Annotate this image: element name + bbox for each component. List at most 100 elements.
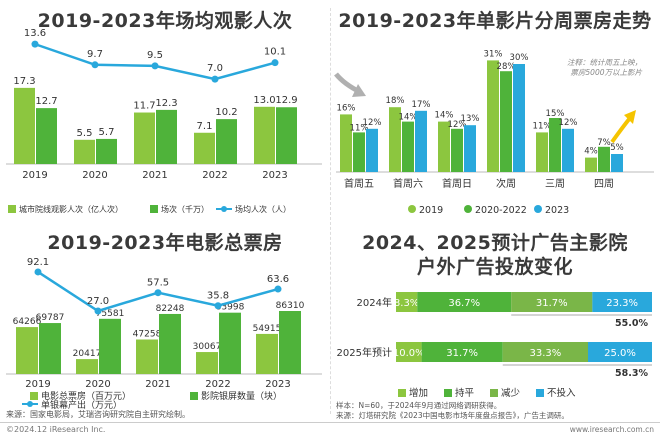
sample-note: 样本：N=60，于2024年9月通过网络调研获得。	[336, 401, 502, 410]
legend-label-3: 减少	[501, 387, 521, 399]
bar-label: 47258	[133, 330, 162, 340]
legend-swatch-2	[190, 392, 198, 400]
bar-电影总票-2021	[136, 339, 158, 374]
x-tick-label: 首周五	[344, 177, 374, 190]
bar-场次（千-2020	[96, 138, 117, 164]
bar-2020-2022-次周	[500, 71, 512, 172]
x-tick-label: 次周	[496, 177, 516, 190]
bar-不投入-1	[588, 342, 652, 362]
bar-label: 14%	[435, 111, 454, 121]
total-label: 55.0%	[615, 318, 648, 329]
panel-divider	[330, 8, 331, 414]
x-tick-label: 四周	[594, 178, 614, 190]
bar-label: 7%	[597, 138, 611, 148]
bar-label: 75581	[96, 309, 125, 319]
bar-持平-1	[421, 342, 503, 362]
adv-panel: 2024、2025预计广告主影院 户外广告投放变化 2024年 8.3% 36.7%…	[330, 222, 660, 408]
bar-2019-首周六	[389, 107, 401, 172]
bar-影院银屏-2023	[279, 310, 301, 374]
weekly-title: 2019-2023年单影片分周票房走势	[338, 10, 652, 32]
line-point	[34, 268, 42, 276]
bar-label: 12.7	[35, 96, 57, 107]
bar-label: 15%	[546, 109, 565, 119]
bar-减少-0	[511, 292, 593, 312]
bar-增加-0	[396, 292, 418, 312]
bar-label: 11.7	[133, 101, 155, 112]
bar-label: 31.7%	[536, 298, 568, 309]
bar-label: 54915	[253, 324, 282, 334]
line-label: 9.7	[87, 49, 103, 60]
bar-2019-首周日	[438, 121, 450, 172]
legend-swatch-1	[408, 205, 416, 213]
legend-swatch-3	[490, 389, 498, 397]
bar-场次（千-2023	[276, 107, 297, 164]
x-tick-label: 2020	[85, 379, 110, 390]
weekly-chart: 16%11%12%首周五18%14%17%首周六14%12%13%首周日31%2…	[334, 49, 654, 216]
line-point	[214, 302, 222, 310]
line-point	[274, 285, 282, 293]
x-tick-label: 2023	[265, 379, 290, 390]
bar-减少-1	[502, 342, 588, 362]
chart-note-line1: 注释：统计周五上映，	[567, 58, 642, 67]
legend-label-1: 增加	[409, 387, 428, 399]
legend-label-2: 持平	[455, 387, 475, 399]
chart-note-line2: 票房5000万以上影片	[570, 68, 642, 77]
bar-label: 30%	[510, 53, 529, 63]
legend-label-1: 城市院线观影人次（亿人次）	[19, 204, 123, 214]
bar-城市院线-2020	[74, 139, 95, 164]
bar-2020-2022-首周六	[402, 121, 414, 172]
bar-2019-三周	[536, 132, 548, 172]
line-point	[151, 62, 159, 70]
x-tick-label: 首周日	[442, 177, 472, 190]
legend-label-2: 2020-2022	[475, 205, 527, 216]
bar-2023-首周日	[464, 125, 476, 172]
x-tick-label: 2023	[262, 170, 287, 181]
bar-label: 10.2	[215, 107, 237, 118]
line-label: 92.1	[27, 257, 49, 268]
bar-label: 14%	[399, 113, 418, 123]
legend-dot-3	[221, 206, 227, 212]
bar-场次（千-2021	[156, 109, 177, 164]
bar-label: 12.3	[155, 98, 177, 109]
bar-label: 69787	[36, 313, 65, 323]
legend-label-3: 2023	[545, 205, 569, 216]
bar-label: 86310	[276, 301, 305, 311]
audience-panel: 2019-2023年场均观影人次 17.3 12.7 2019 5.5 5.7 2020 1…	[0, 0, 330, 220]
grey-arrowhead-icon	[352, 84, 366, 97]
bar-2020-2022-四周	[598, 146, 610, 172]
line-point	[31, 40, 39, 48]
total-label: 58.3%	[615, 368, 648, 379]
line-point	[91, 61, 99, 69]
bar-label: 12%	[559, 118, 578, 128]
bar-不投入-0	[592, 292, 652, 312]
x-tick-label: 三周	[545, 178, 565, 190]
bar-label: 11%	[533, 121, 552, 131]
bar-2023-首周五	[366, 128, 378, 172]
legend-swatch-2	[464, 205, 472, 213]
source-right: 来源：灯塔研究院《2023中国电影市场年度盘点报告》，广告主调研。	[336, 411, 569, 420]
bar-label: 17%	[412, 100, 431, 110]
bar-label: 17.3	[13, 76, 35, 87]
bar-电影总票-2019	[16, 327, 38, 374]
yellow-arrow-icon	[610, 116, 632, 144]
audience-title: 2019-2023年场均观影人次	[37, 10, 293, 32]
bar-电影总票-2023	[256, 333, 278, 374]
boxoffice-title: 2019-2023年电影总票房	[47, 232, 283, 254]
bar-label: 12.9	[275, 95, 297, 106]
copyright: ©2024.12 iResearch Inc.	[6, 425, 106, 434]
bar-城市院线-2022	[194, 132, 215, 164]
bar-label: 25.0%	[604, 348, 636, 359]
legend-swatch-1	[398, 389, 406, 397]
legend-swatch-1	[30, 392, 38, 400]
line-point	[154, 289, 162, 297]
y-tick-label: 2025年预计	[337, 346, 392, 359]
x-tick-label: 2022	[202, 170, 227, 181]
line-point	[211, 75, 219, 83]
legend-label-3: 场均人次（人）	[235, 204, 291, 214]
bar-label: 18%	[386, 96, 405, 106]
legend-label-1: 电影总票房（百万元）	[41, 390, 131, 402]
bar-2020-2022-首周五	[353, 132, 365, 172]
bar-label: 36.7%	[448, 298, 480, 309]
legend-swatch-1	[8, 205, 16, 213]
